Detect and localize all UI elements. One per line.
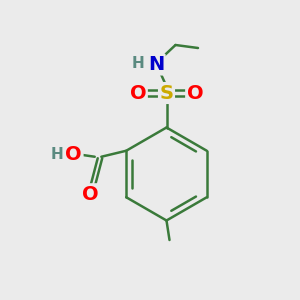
Text: H: H bbox=[51, 147, 64, 161]
Text: S: S bbox=[160, 83, 173, 103]
Text: O: O bbox=[130, 83, 146, 103]
Text: O: O bbox=[187, 83, 203, 103]
Text: O: O bbox=[65, 145, 82, 164]
Text: N: N bbox=[148, 55, 164, 74]
Text: O: O bbox=[82, 185, 98, 204]
Text: H: H bbox=[132, 56, 144, 70]
